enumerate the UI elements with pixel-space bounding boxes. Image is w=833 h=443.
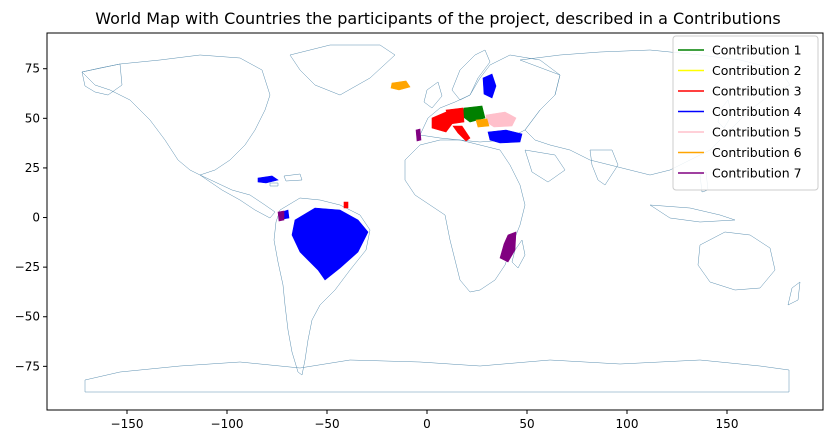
legend-label: Contribution 2 (712, 63, 802, 78)
country-mozambique (499, 231, 517, 263)
contribution-5-regions (485, 111, 517, 128)
y-tick-label: −75 (15, 359, 40, 373)
country-germany (445, 107, 465, 125)
country-uk (423, 81, 443, 109)
country-australia (697, 231, 776, 291)
country-hungary (475, 118, 490, 128)
y-tick-label: 50 (25, 111, 40, 125)
legend-label: Contribution 4 (712, 104, 802, 119)
country-ukraine (485, 111, 517, 128)
country-arabia (524, 149, 566, 183)
country-new-zealand (787, 281, 801, 306)
y-tick-label: 0 (32, 211, 40, 225)
country-finland (482, 73, 497, 99)
country-africa-outline (404, 139, 526, 293)
y-tick-label: −50 (15, 310, 40, 324)
country-french-guiana (343, 201, 349, 209)
country-italy (452, 125, 471, 142)
legend-label: Contribution 3 (712, 84, 802, 99)
country-south-america-outline (273, 197, 371, 376)
x-axis: −150 −100 −50 0 50 100 150 (111, 410, 739, 431)
legend: Contribution 1 Contribution 2 Contribution… (672, 35, 819, 191)
country-madagascar (511, 239, 526, 269)
legend-label: Contribution 1 (712, 43, 802, 58)
y-axis: −75 −50 −25 0 25 50 75 (15, 62, 47, 373)
x-tick-label: −100 (211, 417, 244, 431)
country-north-america (81, 54, 271, 176)
plot-frame (46, 32, 824, 411)
y-tick-label: −25 (15, 260, 40, 274)
country-greenland (289, 44, 396, 96)
country-indonesia (649, 204, 736, 223)
legend-box (672, 35, 819, 191)
country-portugal (415, 128, 422, 142)
x-tick-label: 50 (519, 417, 534, 431)
country-brazil (291, 207, 369, 281)
country-scandinavia (451, 49, 491, 101)
country-france (431, 111, 453, 133)
country-turkey (487, 129, 523, 144)
country-alaska (81, 63, 123, 96)
contribution-3-regions (343, 107, 471, 209)
contribution-6-regions (390, 80, 490, 128)
country-antarctica (84, 359, 790, 393)
country-cuba (257, 175, 279, 184)
y-tick-label: 75 (25, 62, 40, 76)
country-europe-outline (419, 54, 561, 143)
y-tick-label: 25 (25, 161, 40, 175)
x-tick-label: −150 (111, 417, 144, 431)
country-jamaica (269, 182, 279, 187)
country-central-america (199, 174, 276, 219)
x-tick-label: 150 (716, 417, 739, 431)
country-iceland (390, 80, 411, 91)
contribution-4-regions (257, 73, 523, 281)
contribution-7-regions (277, 128, 517, 263)
x-tick-label: −50 (314, 417, 339, 431)
legend-label: Contribution 6 (712, 145, 802, 160)
legend-label: Contribution 5 (712, 125, 802, 140)
country-ecuador (277, 210, 285, 222)
country-india (589, 149, 619, 186)
x-tick-label: 0 (423, 417, 431, 431)
x-tick-label: 100 (616, 417, 639, 431)
legend-label: Contribution 7 (712, 166, 802, 181)
chart-title: World Map with Countries the participant… (95, 9, 780, 28)
country-hispaniola (283, 173, 303, 182)
